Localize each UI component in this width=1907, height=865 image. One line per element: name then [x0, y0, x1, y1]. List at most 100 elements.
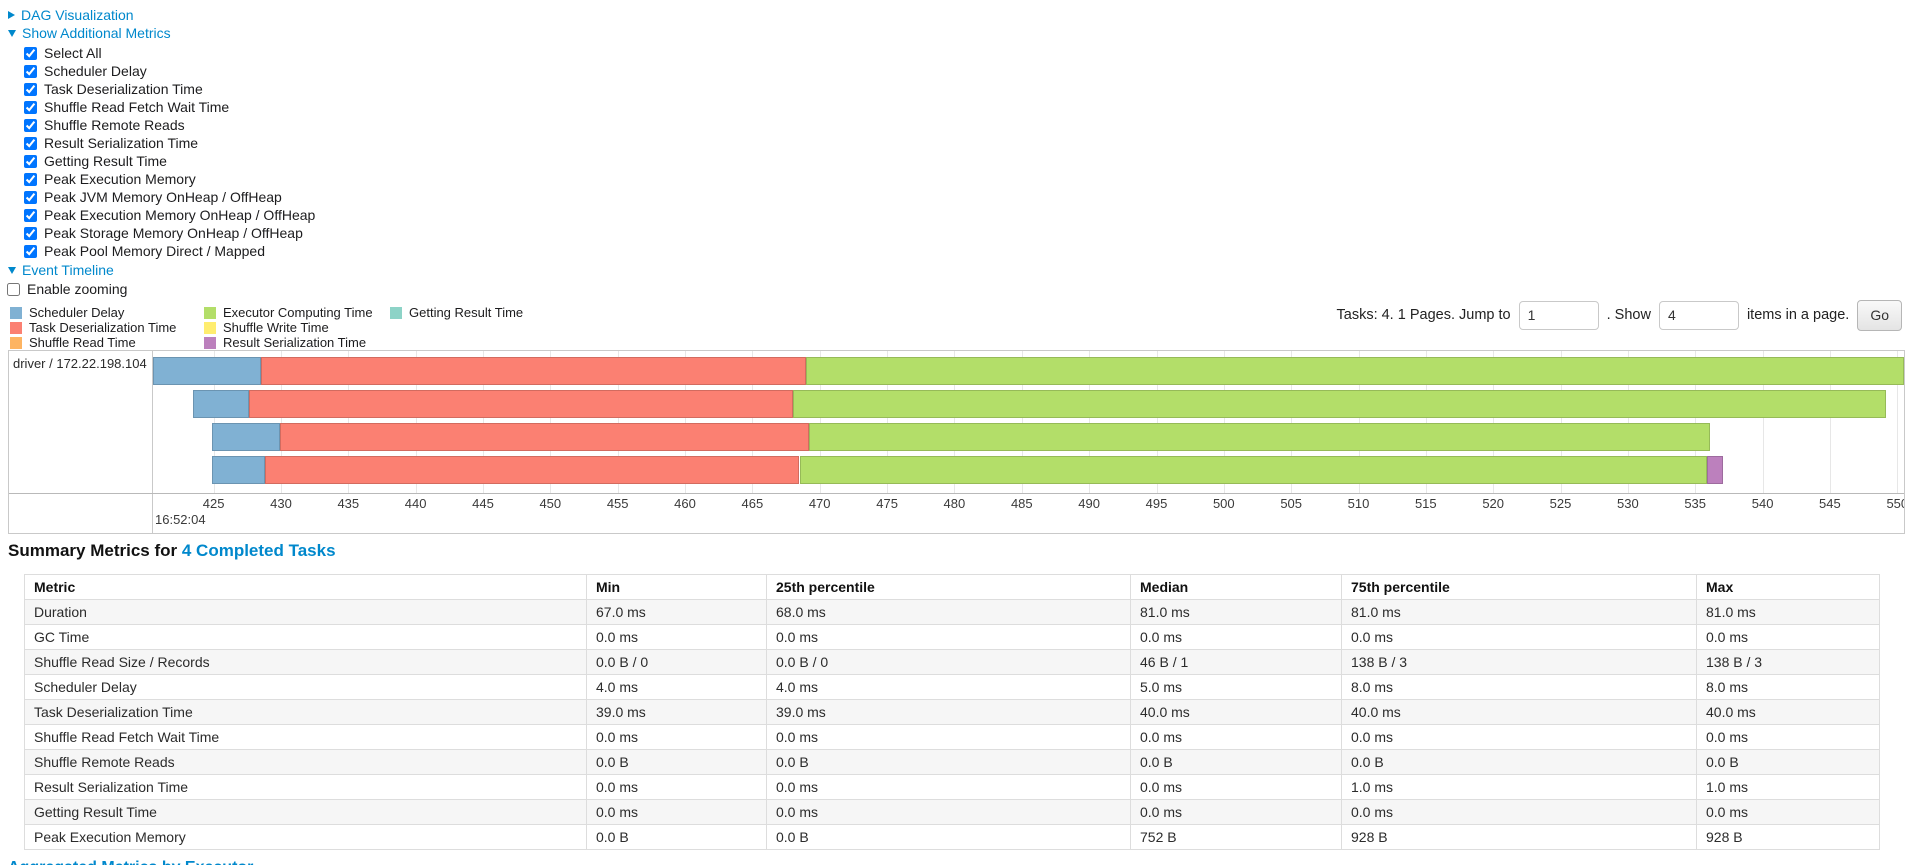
metric-cell: Shuffle Read Fetch Wait Time: [24, 724, 587, 750]
value-cell: 1.0 ms: [1696, 774, 1880, 800]
metric-checkbox-item[interactable]: Peak JVM Memory OnHeap / OffHeap: [24, 189, 282, 205]
table-row: Shuffle Read Fetch Wait Time 0.0 ms 0.0 …: [24, 724, 1880, 750]
jump-to-page-input[interactable]: [1518, 300, 1599, 330]
timeline-gridline: [1695, 351, 1697, 493]
metric-cell: Result Serialization Time: [24, 774, 587, 800]
metric-checkbox-item[interactable]: Peak Pool Memory Direct / Mapped: [24, 243, 265, 259]
peak-execution-memory-checkbox[interactable]: [24, 172, 37, 186]
shuffle-read-swatch-icon: [10, 336, 22, 349]
axis-tick-label: 510: [1347, 496, 1370, 511]
peak-jvm-memory-checkbox[interactable]: [24, 190, 37, 204]
header-cell: Max: [1696, 574, 1880, 600]
checkbox-label: Peak Storage Memory OnHeap / OffHeap: [44, 225, 303, 241]
timeline-axis-line: [9, 493, 1904, 494]
value-cell: 928 B: [1341, 824, 1697, 850]
metric-checkbox-item[interactable]: Peak Execution Memory: [24, 171, 196, 187]
metric-checkbox-item[interactable]: Peak Execution Memory OnHeap / OffHeap: [24, 207, 315, 223]
enable-zooming-checkbox[interactable]: [7, 282, 20, 296]
metric-checkbox-item[interactable]: Shuffle Read Fetch Wait Time: [24, 99, 229, 115]
task-2-task-deserialization-bar[interactable]: [248, 390, 793, 418]
dag-visualization-label: DAG Visualization: [21, 7, 134, 23]
caret-down-icon: [8, 29, 16, 37]
peak-pool-memory-checkbox[interactable]: [24, 244, 37, 258]
checkbox-label: Peak Execution Memory: [44, 171, 196, 187]
table-row: Scheduler Delay 4.0 ms 4.0 ms 5.0 ms 8.0…: [24, 674, 1880, 700]
summary-title-prefix: Summary Metrics for: [8, 541, 178, 560]
task-4-result-serialization-bar[interactable]: [1707, 456, 1724, 484]
task-3-task-deserialization-bar[interactable]: [279, 423, 809, 451]
task-2-scheduler-delay-bar[interactable]: [193, 390, 249, 418]
header-cell: 75th percentile: [1341, 574, 1697, 600]
timeline-gridline: [1021, 351, 1023, 493]
value-cell: 4.0 ms: [766, 674, 1131, 700]
shuffle-read-fetch-wait-checkbox[interactable]: [24, 100, 37, 114]
value-cell: 0.0 B: [766, 824, 1131, 850]
value-cell: 39.0 ms: [586, 699, 767, 725]
checkbox-label: Peak Execution Memory OnHeap / OffHeap: [44, 207, 316, 223]
task-1-scheduler-delay-bar[interactable]: [153, 357, 261, 385]
timeline-plot-area: 425 430 435 440 445 450 455 460 465 470 475 480 485 4…: [153, 351, 1904, 533]
value-cell: 0.0 ms: [586, 724, 767, 750]
aggregated-metrics-cutoff-heading[interactable]: Aggregated Metrics by Executor: [8, 859, 253, 865]
task-deserialization-checkbox[interactable]: [24, 82, 37, 96]
timeline-gridline: [1627, 351, 1629, 493]
value-cell: 0.0 ms: [766, 724, 1131, 750]
axis-tick-label: 460: [674, 496, 696, 511]
table-row: Result Serialization Time 0.0 ms 0.0 ms …: [24, 774, 1880, 800]
enable-zooming-row[interactable]: Enable zooming: [7, 281, 127, 297]
task-4-executor-computing-bar[interactable]: [799, 456, 1708, 484]
axis-tick-label: 490: [1078, 496, 1100, 511]
items-per-page-input[interactable]: [1658, 300, 1739, 330]
task-3-executor-computing-bar[interactable]: [809, 423, 1711, 451]
getting-result-checkbox[interactable]: [24, 154, 37, 168]
task-1-executor-computing-bar[interactable]: [806, 357, 1904, 385]
dag-visualization-link[interactable]: DAG Visualization: [8, 7, 134, 23]
axis-tick-label: 520: [1482, 496, 1505, 511]
legend-label: Shuffle Write Time: [223, 320, 329, 336]
task-4-scheduler-delay-bar[interactable]: [212, 456, 265, 484]
metric-cell: Shuffle Remote Reads: [24, 749, 587, 775]
metric-checkbox-item[interactable]: Shuffle Remote Reads: [24, 117, 185, 133]
value-cell: 0.0 ms: [1130, 624, 1342, 650]
timeline-gridline: [1291, 351, 1293, 493]
peak-storage-memory-checkbox[interactable]: [24, 226, 37, 240]
timeline-gridline: [1493, 351, 1495, 493]
event-timeline-link[interactable]: Event Timeline: [8, 262, 114, 278]
metric-checkbox-item[interactable]: Result Serialization Time: [24, 135, 198, 151]
timeline-gridline: [348, 351, 350, 493]
timeline-gridline: [1829, 351, 1831, 493]
value-cell: 752 B: [1130, 824, 1342, 850]
go-button[interactable]: Go: [1857, 299, 1902, 331]
scheduler-delay-checkbox[interactable]: [24, 64, 37, 78]
select-all-checkbox[interactable]: [24, 46, 37, 60]
value-cell: 0.0 ms: [766, 624, 1131, 650]
value-cell: 81.0 ms: [1341, 599, 1697, 625]
value-cell: 8.0 ms: [1696, 674, 1880, 700]
completed-tasks-link[interactable]: 4 Completed Tasks: [181, 541, 336, 560]
metric-checkbox-item[interactable]: Task Deserialization Time: [24, 81, 203, 97]
task-2-executor-computing-bar[interactable]: [792, 390, 1887, 418]
metric-checkbox-item[interactable]: Select All: [24, 45, 102, 61]
value-cell: 4.0 ms: [586, 674, 767, 700]
value-cell: 928 B: [1696, 824, 1880, 850]
result-serialization-swatch-icon: [204, 336, 216, 349]
task-3-scheduler-delay-bar[interactable]: [212, 423, 280, 451]
result-serialization-checkbox[interactable]: [24, 136, 37, 150]
task-1-task-deserialization-bar[interactable]: [260, 357, 807, 385]
value-cell: 0.0 B / 0: [586, 649, 767, 675]
items-in-page-text: items in a page.: [1746, 307, 1850, 323]
show-additional-metrics-link[interactable]: Show Additional Metrics: [8, 25, 171, 41]
metric-checkbox-item[interactable]: Getting Result Time: [24, 153, 167, 169]
legend-item-scheduler-delay: Scheduler Delay: [10, 306, 204, 321]
metric-checkbox-item[interactable]: Peak Storage Memory OnHeap / OffHeap: [24, 225, 303, 241]
metric-cell: Task Deserialization Time: [24, 699, 587, 725]
metric-checkbox-item[interactable]: Scheduler Delay: [24, 63, 147, 79]
timeline-gridline: [685, 351, 686, 493]
legend-label: Executor Computing Time: [223, 305, 373, 321]
legend-item-getting-result: Getting Result Time: [390, 306, 523, 321]
caret-down-icon: [8, 266, 16, 274]
task-4-task-deserialization-bar[interactable]: [264, 456, 800, 484]
value-cell: 0.0 ms: [1341, 799, 1697, 825]
shuffle-remote-reads-checkbox[interactable]: [24, 118, 37, 132]
peak-execution-memory-onheap-checkbox[interactable]: [24, 208, 37, 222]
